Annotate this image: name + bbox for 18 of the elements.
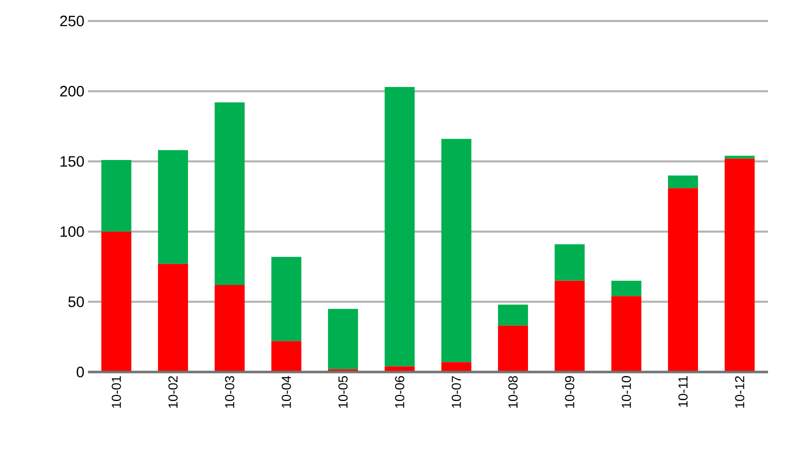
y-tick-label: 200 <box>60 86 84 97</box>
x-tick-label: 10-06 <box>395 376 404 408</box>
y-tick-label: 50 <box>68 296 84 308</box>
x-tick-label: 10-01 <box>112 376 121 408</box>
y-tick-label: 150 <box>60 156 84 167</box>
y-tick-label: 100 <box>60 226 84 237</box>
y-tick-label: 0 <box>76 366 84 378</box>
x-tick-label: 10-12 <box>735 376 744 408</box>
x-tick-label: 10-09 <box>565 376 574 408</box>
x-tick-label: 10-04 <box>282 376 291 408</box>
x-tick-label: 10-05 <box>338 376 348 408</box>
x-tick-label: 10-03 <box>225 376 234 408</box>
x-tick-label: 10-02 <box>168 376 178 408</box>
x-tick-label: 10-10 <box>622 376 631 408</box>
x-tick-label: 10-11 <box>678 376 688 407</box>
y-tick-label: 250 <box>60 16 84 26</box>
x-tick-label: 10-08 <box>508 376 518 408</box>
x-tick-label: 10-07 <box>452 376 461 408</box>
